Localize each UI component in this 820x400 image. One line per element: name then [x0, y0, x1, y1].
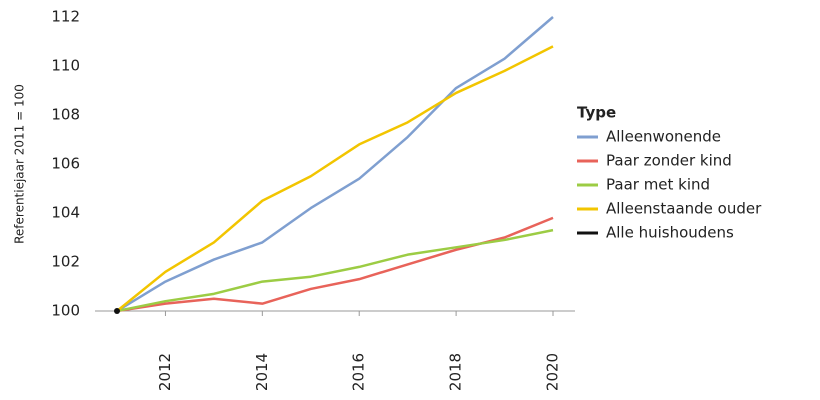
line: [116, 16, 554, 313]
x-tick-label: 2018: [447, 353, 465, 391]
y-tick-label: 108: [51, 106, 80, 124]
x-tick-label: 2016: [350, 353, 368, 391]
y-axis-label: Referentiejaar 2011 = 100: [13, 84, 27, 244]
y-tick-label: 100: [51, 302, 80, 320]
line: [116, 45, 554, 312]
y-tick-label: 112: [51, 8, 80, 26]
legend-label: Alle huishoudens: [606, 224, 734, 242]
y-tick-label: 110: [51, 57, 80, 75]
legend-label: Alleenstaande ouder: [606, 200, 762, 218]
legend-label: Paar met kind: [606, 176, 710, 194]
line: [116, 216, 554, 313]
legend-label: Alleenwonende: [606, 128, 721, 146]
y-tick-label: 102: [51, 253, 80, 271]
legend-label: Paar zonder kind: [606, 152, 732, 170]
line: [116, 228, 554, 313]
y-tick-label: 104: [51, 204, 80, 222]
x-tick-label: 2012: [156, 353, 174, 391]
legend-title: Type: [577, 104, 616, 122]
y-tick-label: 106: [51, 155, 80, 173]
point: [114, 308, 120, 314]
x-tick-label: 2020: [544, 353, 562, 391]
x-tick-label: 2014: [253, 353, 271, 391]
